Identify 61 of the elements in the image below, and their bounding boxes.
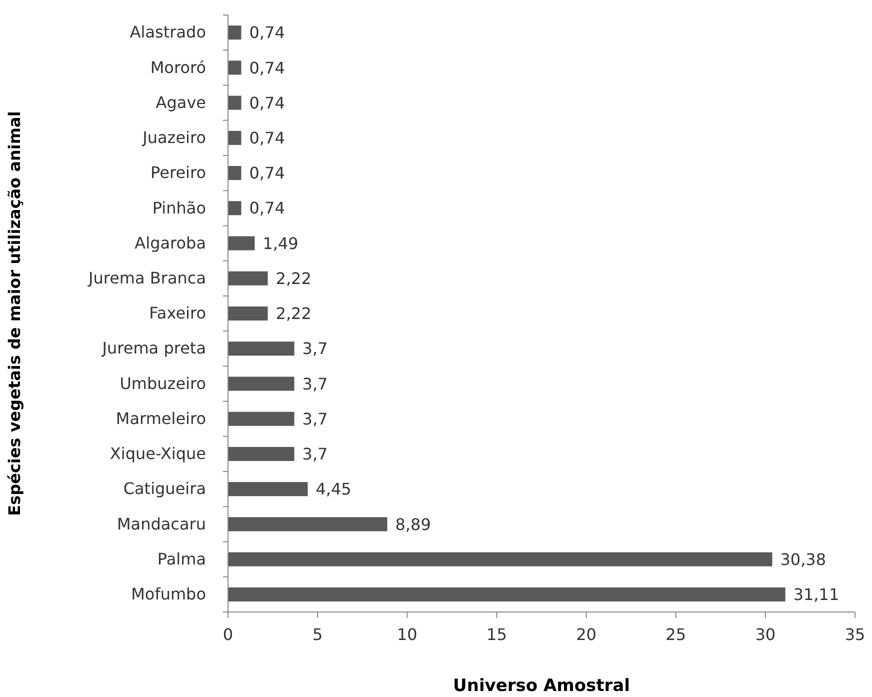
data-label: 0,74 [249,128,285,148]
y-axis-title: Espécies vegetais de maior utilização animal [5,111,24,516]
data-label: 8,89 [395,514,431,534]
x-tick-label: 5 [312,625,323,644]
data-label: 3,7 [302,444,328,464]
data-label: 3,7 [302,409,328,428]
x-tick-label: 30 [755,625,776,644]
bar [228,446,294,461]
y-tick-label: Mororó [150,58,206,77]
y-tick-label: Alastrado [130,22,206,42]
y-tick-label: Catigueira [123,479,206,498]
x-tick-label: 20 [576,625,596,644]
y-tick-label: Mofumbo [131,584,206,604]
bar [228,60,242,75]
data-label: 31,11 [793,585,840,604]
data-label: 0,74 [249,23,285,42]
data-label: 2,22 [276,304,312,324]
bar [228,166,242,180]
y-tick-label: Pinhão [152,198,206,218]
y-tick-label: Algaroba [134,233,206,252]
y-tick-label: Faxeiro [149,304,206,323]
bar [228,376,294,391]
y-tick-label: Marmeleiro [116,408,206,428]
data-label: 3,7 [302,339,328,358]
x-axis-title: Universo Amostral [453,676,630,696]
bar [228,342,294,356]
x-tick-label: 0 [222,625,234,644]
bar [228,552,772,566]
bar [228,201,242,216]
data-label: 0,74 [249,93,285,112]
data-label: 2,22 [276,268,312,288]
bar [228,587,786,602]
y-tick-label: Umbuzeiro [120,374,206,393]
x-tick-label: 35 [844,625,866,644]
x-tick-label: 15 [486,625,507,644]
x-tick-label: 10 [396,625,418,644]
y-tick-label: Agave [156,92,206,112]
bar [228,306,268,321]
y-tick-label: Mandacaru [116,514,206,534]
data-label: 0,74 [249,58,285,78]
data-label: 0,74 [249,164,285,183]
data-label: 3,7 [302,374,328,394]
bar [228,482,308,496]
data-label: 0,74 [249,198,285,218]
data-label: 4,45 [316,480,352,499]
bar [228,412,294,426]
data-label: 1,49 [262,234,298,253]
bar [228,130,242,145]
y-tick-label: Palma [157,549,206,568]
y-tick-label: Xique-Xique [110,444,206,464]
bar [228,517,388,532]
y-tick-label: Pereiro [150,163,206,182]
bar [228,96,242,110]
data-label: 30,38 [780,550,826,569]
y-tick-label: Juazeiro [142,128,206,148]
x-tick-label: 25 [666,625,686,644]
y-tick-label: Jurema preta [101,338,206,358]
bar [228,236,255,250]
y-tick-label: Jurema Branca [87,268,206,288]
bar [228,26,242,40]
bar [228,271,268,286]
